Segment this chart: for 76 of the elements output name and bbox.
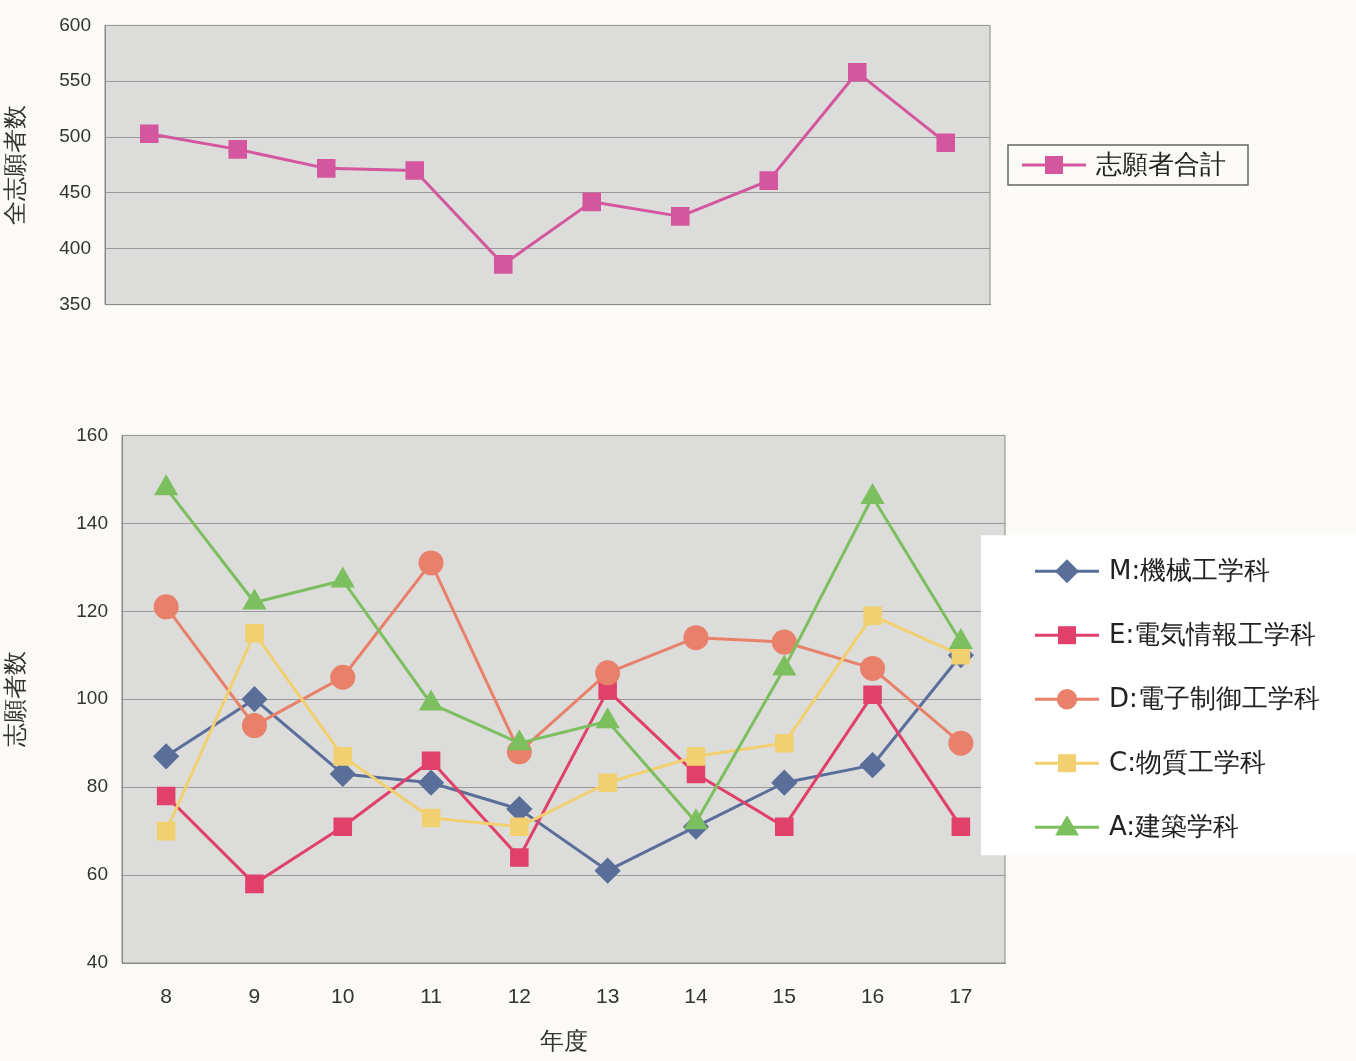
point [774,817,794,836]
point [139,124,159,144]
point [774,733,794,753]
y-tick-label: 450 [59,181,91,203]
x-tick-label: 10 [331,984,355,1008]
point [330,664,356,690]
point [421,808,441,828]
point [847,63,867,82]
point [316,159,336,178]
x-tick-label: 16 [860,984,885,1008]
x-tick-label: 8 [160,984,172,1008]
point [948,730,974,756]
point [686,764,706,784]
point [405,161,425,180]
point [771,770,797,796]
y-tick-label: 500 [59,125,91,147]
point [418,770,444,796]
y-tick-label: 400 [59,236,91,258]
point [493,255,513,274]
point [241,686,267,712]
point [333,747,353,766]
point [771,629,797,655]
point [595,858,621,884]
point [245,623,264,643]
y-tick-label: 60 [86,863,108,885]
legend-label: D:電子制御工学科 [1109,682,1320,713]
point [683,625,709,651]
point [241,713,267,739]
point [510,848,529,867]
point [510,817,529,836]
y-tick-label: 120 [76,599,108,621]
y-tick-label: 600 [59,13,91,35]
point [670,207,690,226]
point [863,685,882,705]
point [418,550,444,576]
legend-label: M:機械工学科 [1109,554,1271,585]
point [333,817,353,836]
point [860,752,886,778]
x-tick-label: 17 [949,984,973,1008]
point [245,874,264,894]
x-tick-label: 13 [595,984,620,1008]
legend-label: E:電気情報工学科 [1109,618,1317,649]
y-tick-label: 40 [86,951,108,973]
point [228,140,248,159]
y-tick-label: 350 [59,292,91,314]
point [156,821,176,841]
y-tick-label: 100 [76,687,108,709]
point [951,817,971,836]
point [153,743,179,769]
point [936,133,956,152]
x-tick-label: 12 [507,984,532,1008]
legend-label: A:建築学科 [1109,810,1240,841]
y-axis-title: 全志願者数 [1,105,29,225]
point [598,773,617,793]
x-tick-label: 9 [248,984,261,1008]
x-tick-label: 14 [684,984,708,1008]
y-tick-label: 550 [59,69,91,91]
point [686,747,706,766]
point [598,681,617,700]
x-tick-label: 15 [772,984,796,1008]
y-tick-label: 140 [76,511,108,533]
y-tick-label: 160 [76,423,108,445]
y-tick-label: 80 [86,775,108,797]
x-axis-title: 年度 [539,1027,588,1055]
point [860,655,886,681]
point [156,786,176,806]
y-axis-title: 志願者数 [1,651,29,748]
point [582,192,602,212]
point [153,594,179,620]
point [759,171,779,190]
legend-label: 志願者合計 [1096,148,1226,179]
point [595,660,621,686]
legend-label: C:物質工学科 [1109,746,1266,777]
point [863,606,882,625]
x-tick-label: 11 [420,984,442,1008]
point [421,751,441,771]
